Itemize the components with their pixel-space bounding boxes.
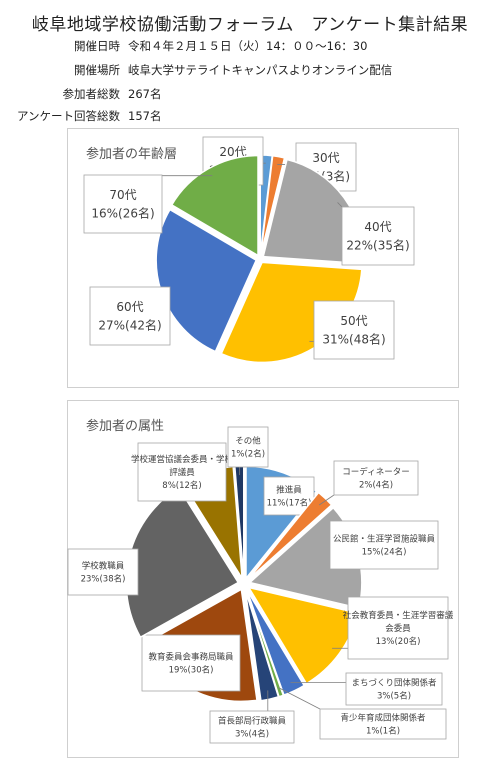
- page-title: 岐阜地域学校協働活動フォーラム アンケート集計結果: [31, 15, 469, 35]
- slice-label-2-3: 公民館・生涯学習施設職員 15%(24名): [329, 520, 439, 570]
- pie-slice-2-7: [244, 589, 280, 702]
- slice-name-label: 評議員: [169, 467, 195, 478]
- age-chart-panel: 参加者の年齢層 20代2%(3名)30代2%(3名)40代22%(35名)50代…: [67, 128, 459, 388]
- slice-value-label: 16%(26名): [91, 206, 154, 221]
- slice-value-label: 1%(2名): [231, 449, 265, 460]
- info-value-venue: 岐阜大学サテライトキャンパスよりオンライン配信: [128, 63, 393, 77]
- slice-value-label: 23%(38名): [81, 574, 126, 585]
- attribute-chart-panel: 参加者の属性 推進員 11%(17名) コーディネーター 2%(4名) 公民館・生涯学習…: [67, 400, 459, 758]
- slice-name-label: その他: [235, 435, 261, 446]
- info-key-venue: 開催場所: [74, 63, 120, 77]
- callout-line: [337, 202, 343, 208]
- info-value-date: 令和４年２月１５日（火）14：００〜16：30: [128, 39, 368, 53]
- slice-name-label: 40代: [364, 220, 391, 234]
- slice-value-label: 13%(20名): [376, 636, 421, 647]
- slice-name-label: 教育委員会事務局職員: [148, 651, 234, 662]
- slice-value-label: 3%(4名): [235, 729, 269, 740]
- event-info: 開催日時 令和４年２月１５日（火）14：００〜16：30 開催場所 岐阜大学サテ…: [0, 0, 500, 130]
- info-value-participants: 267名: [128, 87, 162, 101]
- info-key-responses: アンケート回答総数: [16, 109, 120, 123]
- slice-label-2-7: 首長部局行政職員 3%(4名): [209, 710, 295, 744]
- slice-name-label: まちづくり団体関係者: [351, 677, 437, 688]
- slice-label-1-3: 40代 22%(35名): [341, 206, 415, 266]
- slice-label-2-9: 学校教職員 23%(38名): [67, 548, 139, 596]
- info-value-responses: 157名: [128, 109, 162, 123]
- attribute-chart-title: 参加者の属性: [86, 419, 165, 434]
- slice-label-1-5: 60代 27%(42名): [89, 286, 171, 346]
- slice-name-label: 学校教職員: [82, 560, 125, 571]
- pie-slice-1-2: [259, 154, 286, 256]
- slice-label-1-6: 70代 16%(26名): [83, 174, 163, 234]
- slice-value-label: 2%(4名): [359, 480, 393, 491]
- slice-value-label: 15%(24名): [362, 547, 407, 558]
- slice-label-2-6: 青少年育成団体関係者 1%(1名): [319, 708, 447, 740]
- pie-slice-2-2: [247, 491, 333, 581]
- slice-value-label: 27%(42名): [98, 318, 161, 333]
- slice-name-label: 会委員: [385, 623, 411, 634]
- slice-value-label: 3%(5名): [377, 691, 411, 702]
- slice-value-label: 8%(12名): [162, 480, 201, 491]
- slice-label-2-8: 教育委員会事務局職員 19%(30名): [141, 634, 241, 692]
- callout-line: [318, 494, 335, 506]
- slice-value-label: 22%(35名): [346, 238, 409, 253]
- callout-line: [278, 687, 321, 710]
- slice-name-label: 青少年育成団体関係者: [340, 712, 426, 723]
- slice-value-label: 19%(30名): [169, 665, 214, 676]
- slice-name-label: 推進員: [276, 484, 302, 495]
- slice-name-label: 首長部局行政職員: [218, 715, 287, 726]
- age-pie-chart: 20代2%(3名)30代2%(3名)40代22%(35名)50代31%(48名)…: [83, 136, 415, 364]
- slice-value-label: 1%(1名): [366, 726, 400, 737]
- attribute-pie-chart: 推進員 11%(17名) コーディネーター 2%(4名) 公民館・生涯学習施設職員 15%…: [67, 426, 454, 744]
- slice-value-label: 11%(17名): [267, 498, 312, 509]
- slice-name-label: 公民館・生涯学習施設職員: [333, 533, 436, 544]
- slice-label-1-4: 50代 31%(48名): [313, 300, 395, 360]
- slice-name-label: 社会教育委員・生涯学習審議: [343, 610, 454, 621]
- slice-label-2-2: コーディネーター 2%(4名): [333, 460, 419, 496]
- slice-name-label: 50代: [340, 314, 367, 328]
- slice-label-2-5: まちづくり団体関係者 3%(5名): [345, 672, 443, 706]
- slice-name-label: 学校運営協議会委員・学校: [131, 454, 234, 465]
- slice-name-label: 70代: [109, 188, 136, 202]
- slice-value-label: 31%(48名): [322, 332, 385, 347]
- slice-name-label: コーディネーター: [342, 466, 409, 477]
- pie-slice-1-6: [170, 154, 259, 257]
- slice-name-label: 20代: [219, 145, 246, 159]
- slice-label-2-11: その他 1%(2名): [227, 426, 269, 468]
- info-key-date: 開催日時: [74, 39, 120, 53]
- info-key-participants: 参加者総数: [62, 87, 121, 101]
- slice-name-label: 60代: [116, 300, 143, 314]
- slice-name-label: 30代: [312, 151, 339, 165]
- age-chart-title: 参加者の年齢層: [86, 147, 178, 162]
